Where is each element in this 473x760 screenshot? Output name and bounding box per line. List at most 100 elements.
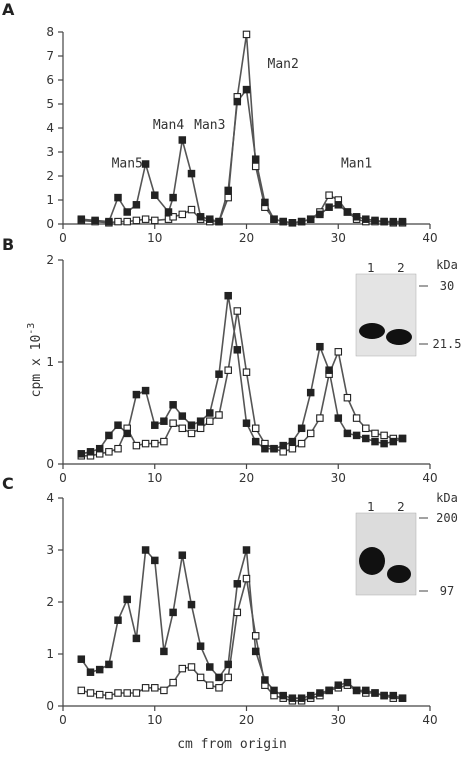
y-tick-label: 4 bbox=[46, 491, 54, 505]
data-point-open bbox=[215, 684, 223, 692]
x-tick-label: 20 bbox=[239, 713, 254, 727]
data-point-open bbox=[352, 414, 361, 422]
data-point-open bbox=[114, 689, 122, 697]
peak-annotation: Man2 bbox=[268, 57, 299, 72]
data-point-filled bbox=[132, 201, 141, 209]
data-point-filled bbox=[316, 210, 324, 219]
data-point-filled bbox=[105, 431, 113, 440]
data-point-filled bbox=[371, 437, 379, 446]
data-point-filled bbox=[251, 155, 260, 163]
data-point-open bbox=[105, 448, 113, 456]
data-point-open bbox=[114, 444, 122, 453]
data-point-filled bbox=[325, 203, 333, 211]
peak-annotation: Man1 bbox=[341, 157, 372, 172]
data-point-filled bbox=[141, 546, 150, 554]
data-point-open bbox=[334, 348, 343, 356]
x-tick-label: 40 bbox=[422, 713, 437, 727]
data-point-filled bbox=[233, 580, 242, 588]
x-tick-label: 0 bbox=[59, 713, 67, 727]
panel-letter-a: A bbox=[2, 0, 15, 19]
data-point-filled bbox=[288, 694, 297, 702]
blot-band-lane-2 bbox=[386, 329, 412, 345]
data-point-filled bbox=[77, 450, 86, 458]
data-point-filled bbox=[86, 668, 95, 676]
series-line-open bbox=[81, 34, 403, 224]
data-point-filled bbox=[141, 160, 150, 168]
y-tick-label: 6 bbox=[46, 73, 54, 87]
data-point-filled bbox=[371, 216, 379, 225]
panel-letter-b: B bbox=[2, 235, 14, 254]
x-tick-label: 20 bbox=[239, 471, 254, 485]
y-tick-label: 1 bbox=[46, 355, 54, 369]
data-point-open bbox=[187, 205, 196, 214]
y-tick-label: 2 bbox=[46, 169, 54, 183]
data-point-open bbox=[242, 368, 251, 376]
x-tick-label: 40 bbox=[422, 471, 437, 485]
data-point-filled bbox=[261, 444, 269, 453]
data-point-open bbox=[279, 448, 287, 456]
data-point-open bbox=[380, 431, 388, 440]
data-point-filled bbox=[389, 217, 398, 226]
data-point-open bbox=[105, 691, 113, 700]
data-point-filled bbox=[169, 193, 177, 202]
data-point-filled bbox=[261, 198, 269, 207]
data-point-filled bbox=[114, 421, 122, 429]
x-tick-label: 10 bbox=[147, 471, 162, 485]
data-point-filled bbox=[343, 678, 352, 687]
chart-panel-a: 0 1 2 3 4 5 6 7 8 0 10 20 30 40 Man5 Man4 Man3 Man2 Man1 bbox=[46, 25, 437, 245]
data-point-filled bbox=[160, 647, 168, 656]
data-point-open bbox=[233, 307, 242, 315]
data-point-open bbox=[178, 664, 187, 673]
data-point-filled bbox=[343, 429, 352, 438]
data-point-open bbox=[371, 429, 379, 438]
data-point-filled bbox=[380, 439, 388, 448]
data-point-open bbox=[95, 690, 104, 699]
data-point-open bbox=[187, 429, 196, 438]
data-point-filled bbox=[389, 437, 398, 446]
data-point-filled bbox=[288, 437, 297, 446]
data-point-open bbox=[160, 437, 168, 446]
data-point-open bbox=[132, 441, 141, 450]
x-tick-label: 20 bbox=[239, 231, 254, 245]
blot-band-lane-1 bbox=[359, 323, 385, 339]
data-point-filled bbox=[316, 342, 324, 351]
data-point-filled bbox=[169, 401, 177, 409]
data-point-open bbox=[132, 689, 141, 697]
data-point-filled bbox=[187, 421, 196, 429]
data-point-open bbox=[251, 424, 260, 433]
data-point-filled bbox=[352, 431, 361, 440]
data-point-filled bbox=[251, 437, 260, 446]
data-point-filled bbox=[206, 215, 214, 223]
blot-band-lane-2 bbox=[387, 565, 411, 583]
x-tick-label: 0 bbox=[59, 231, 67, 245]
data-point-open bbox=[151, 439, 159, 448]
data-point-open bbox=[123, 217, 131, 226]
data-point-filled bbox=[215, 673, 223, 682]
x-tick-label: 40 bbox=[422, 231, 437, 245]
data-point-filled bbox=[316, 689, 324, 697]
data-point-filled bbox=[389, 691, 398, 700]
data-point-open bbox=[151, 216, 159, 225]
data-point-filled bbox=[251, 647, 260, 656]
data-point-filled bbox=[297, 217, 306, 226]
blot-lane-1-label: 1 bbox=[367, 261, 375, 275]
data-point-open bbox=[196, 424, 205, 433]
y-axis-label: cpm x 10-3 bbox=[26, 323, 44, 398]
data-point-filled bbox=[334, 201, 343, 209]
data-point-filled bbox=[224, 291, 232, 300]
western-blot-inset-b: 1 2 kDa 30 21.5 bbox=[355, 258, 461, 357]
data-point-open bbox=[206, 681, 214, 689]
data-point-filled bbox=[215, 370, 223, 378]
data-point-filled bbox=[86, 448, 95, 456]
data-point-filled bbox=[334, 681, 343, 689]
x-tick-label: 10 bbox=[147, 713, 162, 727]
data-point-filled bbox=[169, 608, 177, 617]
data-point-filled bbox=[306, 215, 315, 223]
data-point-filled bbox=[288, 219, 297, 227]
data-point-filled bbox=[151, 421, 159, 429]
data-point-filled bbox=[242, 419, 251, 427]
data-point-filled bbox=[77, 655, 86, 663]
data-point-filled bbox=[196, 642, 205, 650]
data-point-filled bbox=[196, 417, 205, 425]
